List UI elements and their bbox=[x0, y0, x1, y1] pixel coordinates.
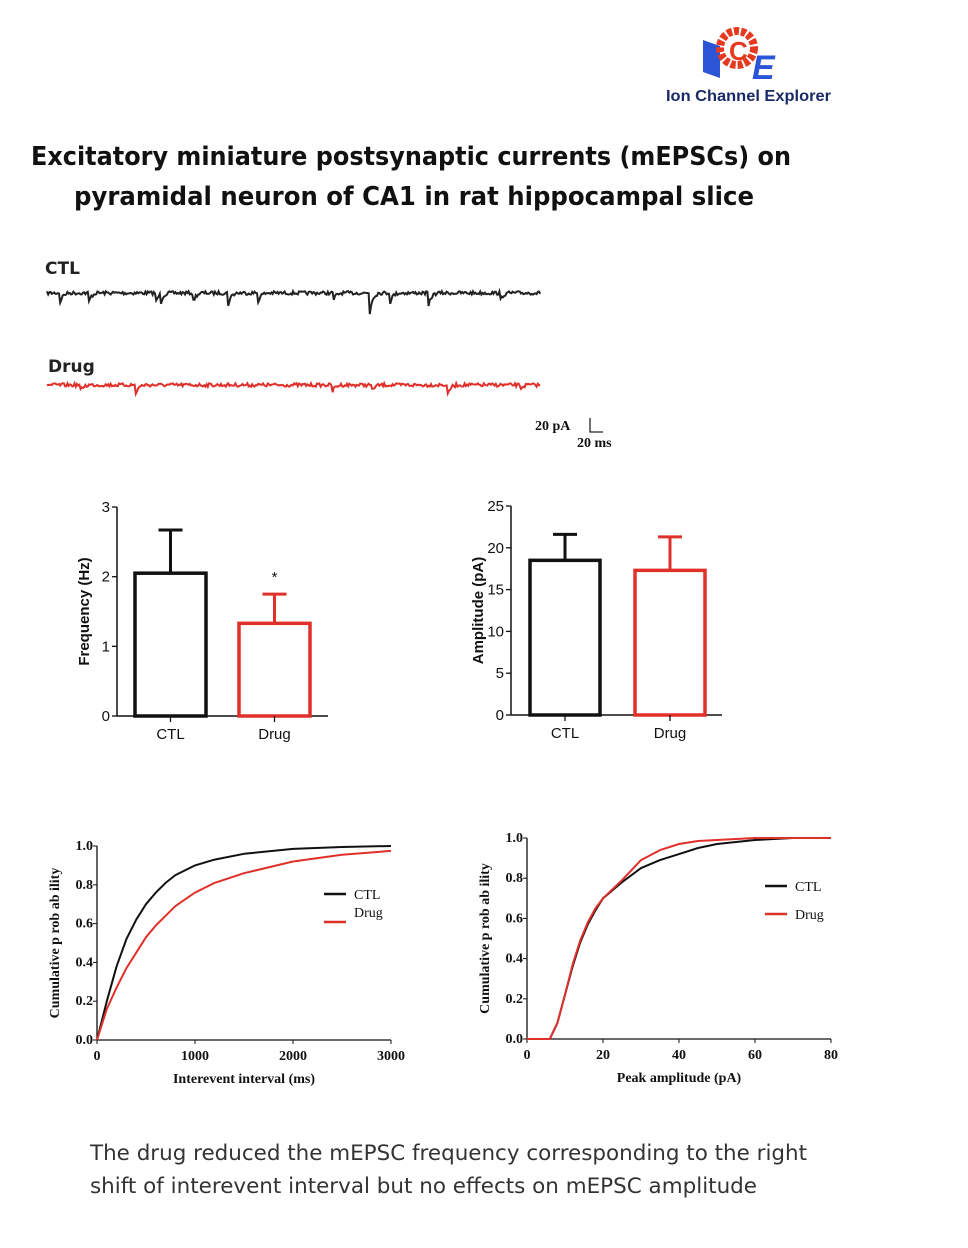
y-tick-label: 25 bbox=[487, 498, 504, 515]
x-tick-label: Drug bbox=[654, 725, 687, 742]
y-tick-label: 0.4 bbox=[506, 952, 524, 967]
x-tick-label: 40 bbox=[672, 1048, 686, 1063]
x-tick-label: CTL bbox=[156, 726, 184, 743]
series-line-drug bbox=[96, 849, 392, 1041]
y-tick-label: 1 bbox=[102, 638, 110, 655]
scale-bar: 20 pA 20 ms bbox=[535, 418, 612, 451]
x-tick-label: 0 bbox=[524, 1048, 531, 1063]
significance-marker: * bbox=[272, 569, 278, 586]
y-tick-label: 0.8 bbox=[76, 878, 94, 893]
series-line-ctl bbox=[527, 837, 831, 1040]
scale-bar-current-label: 20 pA bbox=[535, 419, 571, 434]
title-line-2: pyramidal neuron of CA1 in rat hippocamp… bbox=[74, 182, 754, 212]
y-tick-label: 0.8 bbox=[506, 871, 524, 886]
y-axis-label: Cumulative p rob ab ility bbox=[48, 868, 63, 1019]
y-tick-label: 0.4 bbox=[76, 955, 94, 970]
bar-ctl bbox=[528, 558, 602, 717]
x-tick-label: 0 bbox=[94, 1049, 101, 1064]
logo-e: E bbox=[752, 49, 776, 87]
cumulative-chart-1: 0.0 0.2 0.4 0.6 0.8 1.0 0 1000 2000 3000 Intereven… bbox=[48, 839, 405, 1087]
logo-text: Ion Channel Explorer bbox=[666, 88, 831, 105]
series-line-drug bbox=[527, 837, 831, 1040]
x-tick-label: CTL bbox=[551, 725, 579, 742]
y-tick-label: 20 bbox=[487, 540, 504, 557]
x-tick-label: 80 bbox=[824, 1048, 838, 1063]
x-tick-label: Drug bbox=[258, 726, 291, 743]
x-tick-label: 20 bbox=[596, 1048, 610, 1063]
scale-bar-lines bbox=[589, 418, 603, 433]
y-axis-label: Amplitude (pA) bbox=[470, 557, 487, 664]
y-tick-label: 0.2 bbox=[506, 992, 524, 1007]
series-line-ctl bbox=[96, 845, 392, 1041]
y-axis-label: Cumulative p rob ab ility bbox=[478, 863, 493, 1014]
drug-trace bbox=[46, 380, 541, 398]
x-axis-label: Peak amplitude (pA) bbox=[617, 1071, 742, 1086]
cumulative-chart-2: 0.0 0.2 0.4 0.6 0.8 1.0 0 20 40 60 80 Peak amplitud… bbox=[478, 831, 838, 1086]
legend-label-ctl: CTL bbox=[354, 888, 380, 903]
bar-chart-1: 0 1 2 3 Frequency (Hz) CTL Drug * bbox=[76, 499, 328, 743]
caption-line-1: The drug reduced the mEPSC frequency cor… bbox=[89, 1141, 807, 1165]
x-tick-label: 2000 bbox=[279, 1049, 307, 1064]
y-tick-label: 1.0 bbox=[76, 839, 94, 854]
bar-drug bbox=[237, 621, 312, 718]
bar-ctl bbox=[133, 571, 208, 718]
bar-chart-2: 0 5 10 15 20 25 Amplitude (pA) CTL Drug bbox=[470, 498, 722, 742]
y-tick-label: 0.0 bbox=[506, 1032, 524, 1047]
y-tick-label: 1.0 bbox=[506, 831, 524, 846]
logo-c: C bbox=[729, 36, 748, 66]
legend-label-drug: Drug bbox=[795, 908, 824, 923]
scale-bar-time-label: 20 ms bbox=[577, 436, 612, 451]
legend-label-ctl: CTL bbox=[795, 880, 821, 895]
bar-drug bbox=[633, 568, 707, 717]
x-tick-label: 60 bbox=[748, 1048, 762, 1063]
y-tick-label: 0 bbox=[496, 707, 504, 724]
drug-trace-label: Drug bbox=[48, 357, 95, 377]
y-tick-label: 10 bbox=[487, 623, 504, 640]
legend-label-drug: Drug bbox=[354, 906, 383, 921]
ctl-trace-label: CTL bbox=[45, 259, 80, 279]
ctl-trace bbox=[46, 287, 542, 315]
x-tick-label: 1000 bbox=[181, 1049, 209, 1064]
y-tick-label: 0.6 bbox=[506, 911, 524, 926]
y-tick-label: 0.2 bbox=[76, 994, 94, 1009]
y-tick-label: 15 bbox=[487, 582, 504, 599]
y-tick-label: 5 bbox=[496, 665, 504, 682]
y-tick-label: 3 bbox=[102, 499, 110, 516]
y-tick-label: 0.6 bbox=[76, 917, 94, 932]
title-line-1: Excitatory miniature postsynaptic curren… bbox=[31, 142, 791, 172]
y-tick-label: 0.0 bbox=[76, 1033, 94, 1048]
x-axis-label: Interevent interval (ms) bbox=[173, 1072, 315, 1087]
ice-logo: C E Ion Channel Explorer bbox=[666, 27, 831, 105]
x-tick-label: 3000 bbox=[377, 1049, 405, 1064]
y-tick-label: 2 bbox=[102, 569, 110, 586]
caption-line-2: shift of interevent interval but no effe… bbox=[90, 1174, 757, 1198]
y-axis-label: Frequency (Hz) bbox=[76, 557, 93, 665]
y-tick-label: 0 bbox=[102, 708, 110, 725]
